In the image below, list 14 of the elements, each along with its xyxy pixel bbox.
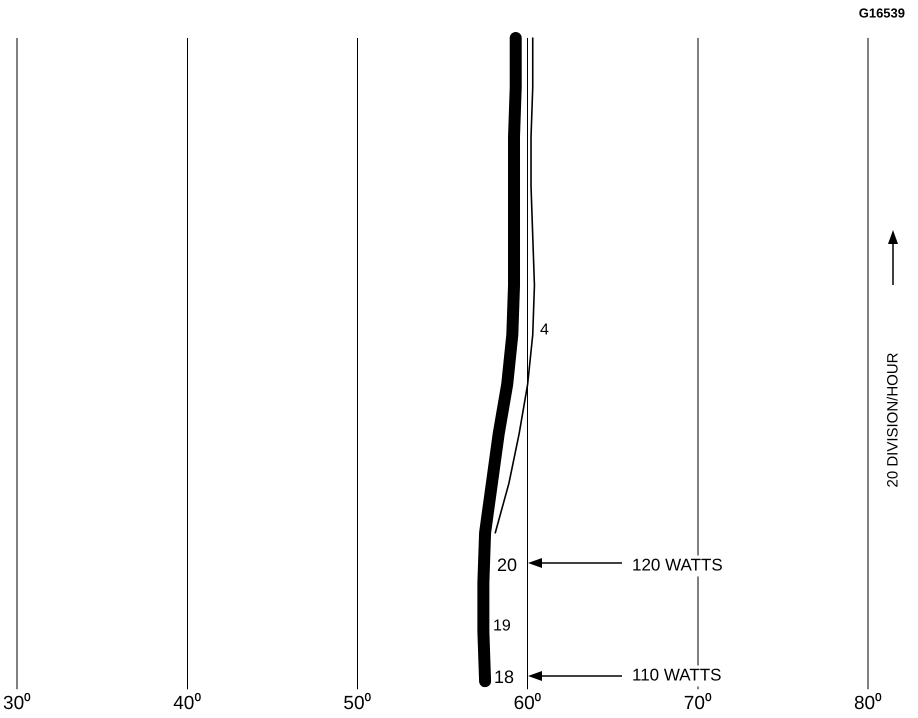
x-tick-label: 80⁰ <box>854 692 882 714</box>
annotation: 120 WATTS <box>632 556 723 575</box>
x-tick-label: 40⁰ <box>173 692 202 714</box>
annotation: 20 <box>497 554 518 575</box>
text: G16539 <box>858 6 905 21</box>
x-tick-label: 60⁰ <box>514 692 542 714</box>
annotation: 110 WATTS <box>632 666 722 685</box>
annotation: 19 <box>493 617 511 634</box>
x-tick-label: 30⁰ <box>2 692 32 714</box>
y-axis-title: 20 DIVISION/HOUR <box>884 352 902 488</box>
x-tick-label: 70⁰ <box>684 692 712 714</box>
annotation: 4 <box>540 321 549 338</box>
annotation: 18 <box>494 666 514 687</box>
x-tick-label: 50⁰ <box>343 692 372 714</box>
